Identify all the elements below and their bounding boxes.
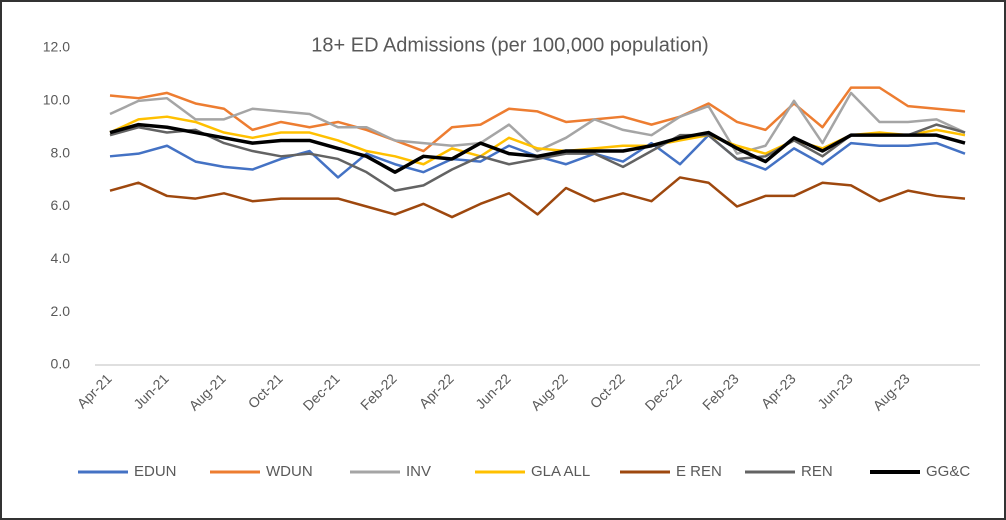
legend-label: WDUN	[266, 463, 313, 480]
series-line	[109, 176, 966, 219]
y-tick-label: 2.0	[51, 303, 71, 319]
series-line	[109, 86, 966, 153]
y-tick-label: 10.0	[43, 92, 70, 108]
legend-label: INV	[406, 463, 431, 480]
legend-label: REN	[801, 463, 833, 480]
y-tick-label: 8.0	[51, 144, 71, 160]
series-line	[109, 91, 966, 155]
series-line	[109, 122, 966, 174]
series-line	[109, 115, 966, 166]
legend-label: E REN	[676, 463, 722, 480]
chart-title: 18+ ED Admissions (per 100,000 populatio…	[311, 34, 708, 56]
series-line	[109, 123, 966, 192]
y-tick-label: 0.0	[51, 356, 71, 372]
y-tick-label: 4.0	[51, 250, 71, 266]
y-tick-label: 6.0	[51, 197, 71, 213]
y-tick-label: 12.0	[43, 39, 70, 55]
legend-label: EDUN	[134, 463, 177, 480]
legend-label: GG&C	[926, 463, 970, 480]
legend-label: GLA ALL	[531, 463, 590, 480]
